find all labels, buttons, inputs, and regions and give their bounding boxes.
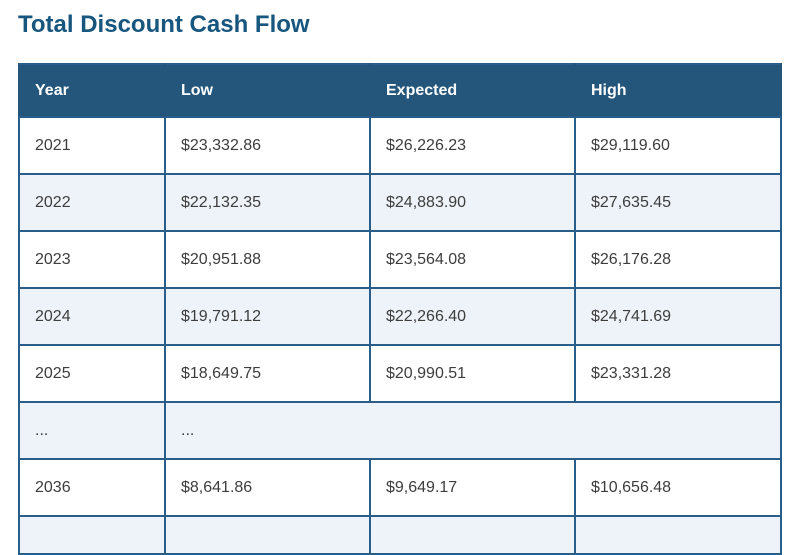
table-row: ......: [18, 401, 782, 460]
value-cell: $23,564.08: [369, 230, 576, 289]
year-cell: 2021: [18, 116, 166, 175]
column-header-low: Low: [164, 63, 371, 118]
value-cell: $23,331.28: [574, 344, 782, 403]
value-cell: $9,649.17: [369, 458, 576, 517]
table-row: 2021 $23,332.86 $26,226.23 $29,119.60: [18, 116, 782, 175]
value-cell: [164, 515, 371, 555]
table-row: 2036 $8,641.86 $9,649.17 $10,656.48: [18, 458, 782, 517]
value-cell: $8,641.86: [164, 458, 371, 517]
value-cell: $29,119.60: [574, 116, 782, 175]
value-cell: $27,635.45: [574, 173, 782, 232]
value-cell: $10,656.48: [574, 458, 782, 517]
table-body: 2021 $23,332.86 $26,226.23 $29,119.60 2022 $2…: [18, 116, 782, 555]
year-cell: 2025: [18, 344, 166, 403]
table-row: [18, 515, 782, 555]
value-cell: $26,226.23: [369, 116, 576, 175]
table-row: 2022 $22,132.35 $24,883.90 $27,635.45: [18, 173, 782, 232]
year-cell: 2024: [18, 287, 166, 346]
value-cell: [574, 515, 782, 555]
year-cell: 2036: [18, 458, 166, 517]
dcf-table: Year Low Expected High 2021 $23,332.86 $26…: [18, 63, 782, 555]
year-cell: [18, 515, 166, 555]
value-cell: $22,266.40: [369, 287, 576, 346]
value-cell: $26,176.28: [574, 230, 782, 289]
value-cell: $23,332.86: [164, 116, 371, 175]
table-row: 2023 $20,951.88 $23,564.08 $26,176.28: [18, 230, 782, 289]
value-cell: $22,132.35: [164, 173, 371, 232]
value-cell: $19,791.12: [164, 287, 371, 346]
column-header-high: High: [574, 63, 782, 118]
value-cell: $20,951.88: [164, 230, 371, 289]
value-cell: $24,741.69: [574, 287, 782, 346]
header-row: Year Low Expected High: [18, 63, 782, 118]
value-cell: [369, 515, 576, 555]
table-row: 2024 $19,791.12 $22,266.40 $24,741.69: [18, 287, 782, 346]
year-cell: 2023: [18, 230, 166, 289]
table-row: 2025 $18,649.75 $20,990.51 $23,331.28: [18, 344, 782, 403]
column-header-expected: Expected: [369, 63, 576, 118]
value-cell: $20,990.51: [369, 344, 576, 403]
value-cell: $24,883.90: [369, 173, 576, 232]
year-cell: ...: [18, 401, 166, 460]
page-title: Total Discount Cash Flow: [18, 11, 310, 38]
column-header-year: Year: [18, 63, 166, 118]
value-cell: ...: [164, 401, 782, 460]
value-cell: $18,649.75: [164, 344, 371, 403]
year-cell: 2022: [18, 173, 166, 232]
